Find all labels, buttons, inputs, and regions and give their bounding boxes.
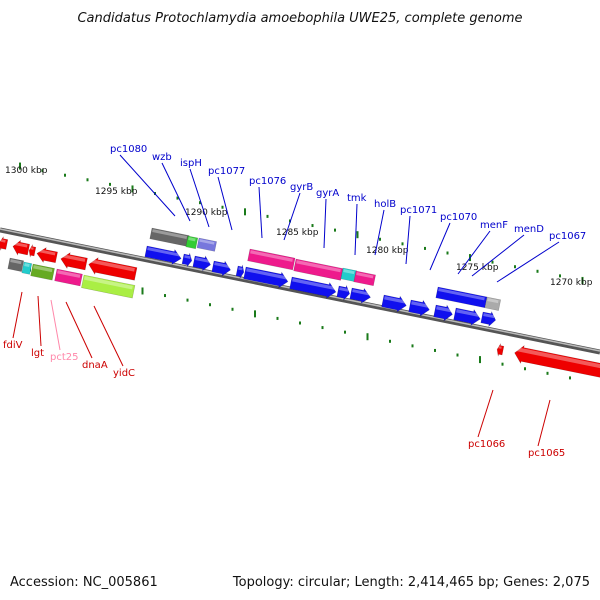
forward-gene-arrow [349,287,371,304]
leader-line [457,230,491,275]
forward-gene-arrow [181,253,193,267]
gene-label-pc1076: pc1076 [249,176,286,187]
gene-label-pc1070: pc1070 [440,212,477,223]
reverse-gene-block [0,236,9,251]
forward-gene-arrow [408,299,430,317]
leader-line [258,186,263,239]
gene-label-fdiv: fdiV [3,340,23,351]
kbp-scale-label: 1280 kbp [366,246,409,256]
reverse-gene-block [28,244,37,258]
forward-gene-arrow [453,307,481,326]
gene-label-holb: holB [374,199,396,210]
gene-label-pct25: pct25 [50,352,79,363]
leader-line [374,209,385,256]
reverse-gene-block [7,257,25,272]
leader-line [323,198,327,249]
kbp-scale-label: 1270 kbp [550,278,593,288]
forward-gene-block [484,296,502,311]
forward-gene-block [247,248,296,271]
forward-gene-block [196,237,217,252]
gene-label-pc1080: pc1080 [110,144,147,155]
gene-label-pc1066: pc1066 [468,439,505,450]
gene-label-mend: menD [514,224,544,235]
gene-label-tmk: tmk [347,193,367,204]
forward-gene-arrow [243,266,289,289]
reverse-gene-block [12,239,30,256]
leader-line [12,291,23,339]
leader-line [37,295,42,347]
forward-gene-arrow [433,304,453,322]
forward-gene-arrow [144,245,182,265]
forward-gene-block [435,286,488,309]
gene-label-dnaa: dnaA [82,360,108,371]
forward-gene-arrow [211,260,231,277]
reverse-gene-block [60,252,88,271]
leader-line [217,176,233,231]
genome-backbone [0,227,600,355]
kbp-scale-label: 1290 kbp [185,208,228,218]
gene-label-pc1067: pc1067 [549,231,586,242]
forward-gene-block [293,258,344,281]
gene-label-gyrb: gyrB [290,182,313,193]
kbp-scale-label: 1300 kbp [5,166,48,176]
leader-line [189,168,210,228]
gene-label-pc1065: pc1065 [528,448,565,459]
gene-label-wzb: wzb [152,152,172,163]
forward-feature-track [144,227,502,328]
kbp-scale-labels: 1300 kbp 1295 kbp 1290 kbp 1285 kbp 1280 kbp… [5,166,593,288]
kbp-scale-label: 1285 kbp [276,228,319,238]
forward-gene-block [185,235,199,250]
leader-line [65,301,93,359]
leader-line [161,162,191,222]
label-leader-lines [12,154,560,447]
forward-gene-arrow [192,255,211,272]
reverse-gene-block [81,274,136,299]
forward-gene-arrow [480,310,496,328]
forward-gene-block [353,270,376,287]
leader-line [405,215,411,265]
reverse-feature-track [0,236,600,378]
leader-line [471,234,525,277]
leader-line [429,222,451,271]
gene-label-pc1071: pc1071 [400,205,437,216]
accession-text: Accession: NC_005861 [10,575,158,590]
leader-line [496,241,560,283]
reverse-gene-block [30,263,55,281]
kbp-scale-label: 1275 kbp [456,263,499,273]
reverse-gene-block [54,268,83,287]
gene-label-menf: menF [480,220,508,231]
genome-stats-text: Topology: circular; Length: 2,414,465 bp… [232,575,590,590]
forward-gene-arrow [289,276,337,299]
reverse-gene-block [36,247,58,264]
leader-line [477,389,494,438]
reverse-gene-block [88,257,138,281]
kbp-scale-label: 1295 kbp [95,187,138,197]
forward-gene-block [149,227,190,247]
leader-line [119,154,176,217]
reverse-gene-block [514,345,600,378]
map-title: Candidatus Protochlamydia amoebophila UW… [77,11,522,26]
forward-gene-arrow [235,264,245,279]
leader-line [93,305,124,367]
gene-label-yidc: yidC [113,368,135,379]
leader-line [354,203,358,256]
leader-line [50,299,61,351]
gene-label-lgt: lgt [31,348,44,359]
gene-label-isph: ispH [180,158,202,169]
leader-line [283,192,301,241]
forward-gene-arrow [336,284,350,301]
gene-label-pc1077: pc1077 [208,166,245,177]
leader-line [537,399,551,447]
gene-label-gyra: gyrA [316,188,339,199]
forward-gene-arrow [381,294,407,313]
reverse-gene-block [21,261,33,275]
reverse-gene-block [496,343,505,357]
